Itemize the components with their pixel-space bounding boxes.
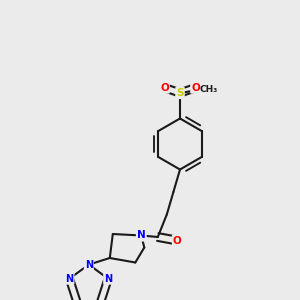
Text: N: N bbox=[104, 274, 112, 284]
Text: N: N bbox=[65, 274, 74, 284]
Text: O: O bbox=[191, 82, 200, 93]
Text: CH₃: CH₃ bbox=[200, 85, 218, 94]
Text: O: O bbox=[160, 82, 169, 93]
Text: N: N bbox=[137, 230, 146, 241]
Text: S: S bbox=[176, 88, 184, 98]
Text: O: O bbox=[173, 236, 182, 246]
Text: N: N bbox=[85, 260, 93, 270]
